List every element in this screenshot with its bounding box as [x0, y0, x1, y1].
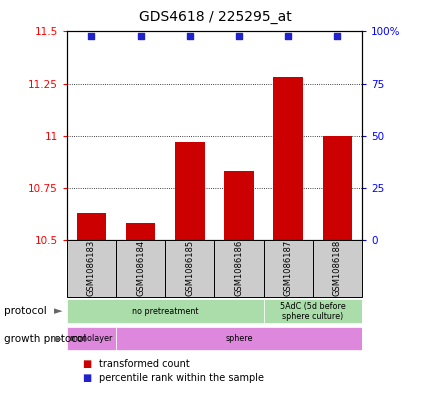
Bar [175, 142, 204, 240]
Bar [116, 240, 165, 297]
Text: GSM1086188: GSM1086188 [332, 240, 341, 296]
Bar [224, 171, 253, 240]
Text: monolayer: monolayer [70, 334, 113, 343]
Point [186, 33, 193, 39]
Point [137, 33, 144, 39]
Text: transformed count: transformed count [99, 358, 190, 369]
Bar [322, 136, 351, 240]
Text: ■: ■ [82, 358, 91, 369]
Bar [214, 240, 263, 297]
Bar [273, 77, 302, 240]
Point [284, 33, 291, 39]
Bar [126, 223, 155, 240]
Bar [67, 240, 116, 297]
Text: GDS4618 / 225295_at: GDS4618 / 225295_at [139, 10, 291, 24]
Text: GSM1086185: GSM1086185 [185, 240, 194, 296]
Bar [312, 240, 361, 297]
Text: percentile rank within the sample: percentile rank within the sample [99, 373, 264, 384]
Point [333, 33, 340, 39]
Text: growth protocol: growth protocol [4, 334, 86, 344]
Bar [263, 240, 312, 297]
Bar [165, 240, 214, 297]
Bar [116, 327, 361, 351]
Point [235, 33, 242, 39]
Text: GSM1086186: GSM1086186 [234, 240, 243, 296]
Text: GSM1086187: GSM1086187 [283, 240, 292, 296]
Text: ►: ► [54, 334, 62, 344]
Bar [67, 299, 263, 323]
Text: ■: ■ [82, 373, 91, 384]
Text: GSM1086184: GSM1086184 [136, 240, 145, 296]
Bar [77, 213, 106, 240]
Text: GSM1086183: GSM1086183 [87, 240, 96, 296]
Text: ►: ► [54, 307, 62, 316]
Text: protocol: protocol [4, 307, 47, 316]
Text: sphere: sphere [225, 334, 252, 343]
Text: no pretreatment: no pretreatment [132, 307, 198, 316]
Text: 5AdC (5d before
sphere culture): 5AdC (5d before sphere culture) [280, 302, 345, 321]
Bar [67, 327, 116, 351]
Bar [263, 299, 361, 323]
Point [88, 33, 95, 39]
